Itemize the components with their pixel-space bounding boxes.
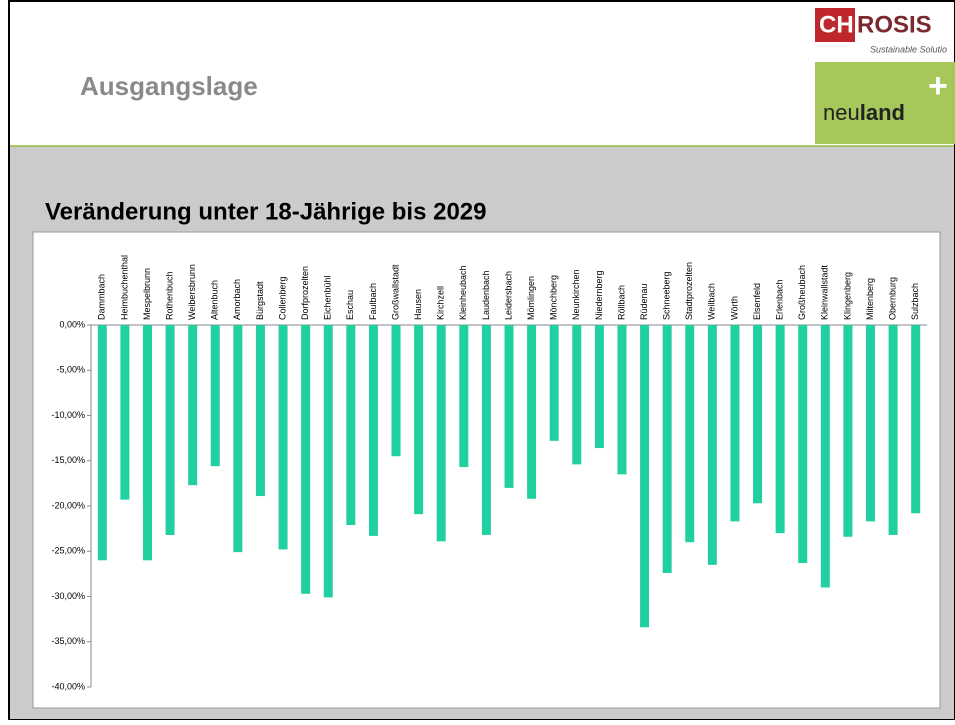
x-tick-label: Heimbuchenthal: [119, 255, 129, 320]
bar: [391, 325, 401, 457]
bar: [233, 325, 243, 553]
x-tick-label: Schneeberg: [662, 271, 672, 320]
y-tick-label: -25,00%: [51, 546, 85, 556]
logo-brand-b: ROSIS: [857, 11, 932, 38]
y-tick-label: 0,00%: [59, 319, 85, 329]
bar: [278, 325, 288, 550]
x-tick-label: Großwallstadt: [390, 264, 400, 320]
x-tick-label: Neunkirchen: [571, 269, 581, 320]
bar: [730, 325, 740, 522]
bar: [97, 325, 107, 561]
x-tick-label: Dammbach: [97, 274, 107, 320]
bar: [617, 325, 627, 475]
bar: [368, 325, 378, 536]
bar: [707, 325, 717, 565]
x-tick-label: Mömlingen: [526, 276, 536, 320]
y-tick-label: -35,00%: [51, 636, 85, 646]
logo-tagline: Sustainable Solutio: [870, 44, 947, 54]
bar: [843, 325, 853, 537]
x-tick-label: Hausen: [413, 289, 423, 320]
logo-plus: +: [928, 67, 948, 105]
x-tick-label: Stadtprozelten: [684, 262, 694, 320]
chart-title: Veränderung unter 18-Jährige bis 2029: [45, 198, 487, 225]
x-tick-label: Amorbach: [232, 279, 242, 320]
y-tick-label: -40,00%: [51, 681, 85, 691]
bar: [549, 325, 559, 441]
x-tick-label: Sulzbach: [910, 283, 920, 320]
bar: [798, 325, 808, 564]
x-tick-label: Eschau: [345, 290, 355, 320]
logo-land-text: land: [860, 100, 905, 125]
x-tick-label: Erlenbach: [775, 279, 785, 320]
x-tick-label: Rothenbuch: [164, 271, 174, 320]
x-tick-label: Wörth: [729, 296, 739, 320]
bar: [301, 325, 311, 594]
bar: [911, 325, 921, 514]
x-tick-label: Großheubach: [797, 265, 807, 320]
x-tick-label: Laudenbach: [481, 270, 491, 320]
y-tick-label: -10,00%: [51, 410, 85, 420]
x-tick-label: Eichenbühl: [323, 275, 333, 320]
bar: [165, 325, 175, 535]
bar: [346, 325, 356, 526]
x-tick-label: Altenbuch: [210, 280, 220, 320]
bar: [685, 325, 695, 543]
bar: [527, 325, 537, 499]
y-tick-label: -20,00%: [51, 500, 85, 510]
plot: 0,00% -5,00% -10,00% -15,00% -20,00% -25,00% -…: [51, 255, 927, 691]
y-tick-label: -30,00%: [51, 591, 85, 601]
x-tick-label: Kleinheubach: [458, 265, 468, 320]
y-tick-label: -5,00%: [56, 365, 85, 375]
logo-red-box: [815, 8, 855, 42]
bar: [594, 325, 604, 449]
bar: [255, 325, 265, 497]
x-tick-label: Kleinwallstadt: [820, 264, 830, 320]
bar: [323, 325, 333, 598]
x-tick-label: Klingenberg: [842, 272, 852, 320]
bar: [866, 325, 876, 522]
x-tick-label: Mespelbrunn: [142, 268, 152, 320]
x-tick-label: Bürgstadt: [255, 281, 265, 320]
bar: [481, 325, 491, 535]
logo-green-box: [815, 62, 955, 144]
x-tick-label: Miltenberg: [865, 278, 875, 320]
x-tick-label: Rüdenau: [639, 283, 649, 320]
bar: [459, 325, 469, 468]
bar: [820, 325, 830, 588]
x-tick-label: Elsenfeld: [752, 283, 762, 320]
x-tick-label: Obernburg: [887, 277, 897, 320]
x-tick-label: Weibersbrunn: [187, 264, 197, 320]
bar: [120, 325, 130, 500]
x-tick-label: Faulbach: [368, 283, 378, 320]
bar: [888, 325, 898, 535]
bar: [436, 325, 446, 542]
x-tick-label: Collenberg: [277, 276, 287, 320]
logo-neu-text: neu: [823, 100, 860, 125]
slide-title: Ausgangslage: [80, 71, 258, 101]
bar: [188, 325, 198, 486]
bar: [775, 325, 785, 534]
x-tick-label: Weilbach: [707, 283, 717, 320]
bar: [753, 325, 763, 504]
bar: [210, 325, 220, 467]
logo-neu: neuland: [823, 100, 905, 125]
x-tick-label: Kirchzell: [436, 286, 446, 320]
bar: [142, 325, 152, 561]
x-tick-label: Dorfprozelten: [300, 266, 310, 320]
logo-brand-a: CH: [819, 11, 854, 38]
bar: [640, 325, 650, 628]
bar: [572, 325, 582, 465]
bar: [662, 325, 672, 573]
x-tick-label: Mönchberg: [549, 275, 559, 320]
bar: [504, 325, 514, 488]
y-tick-label: -15,00%: [51, 455, 85, 465]
x-tick-label: Leidersbach: [503, 271, 513, 320]
x-tick-label: Niedernberg: [594, 270, 604, 320]
bar: [414, 325, 424, 515]
x-tick-label: Röllbach: [616, 285, 626, 320]
